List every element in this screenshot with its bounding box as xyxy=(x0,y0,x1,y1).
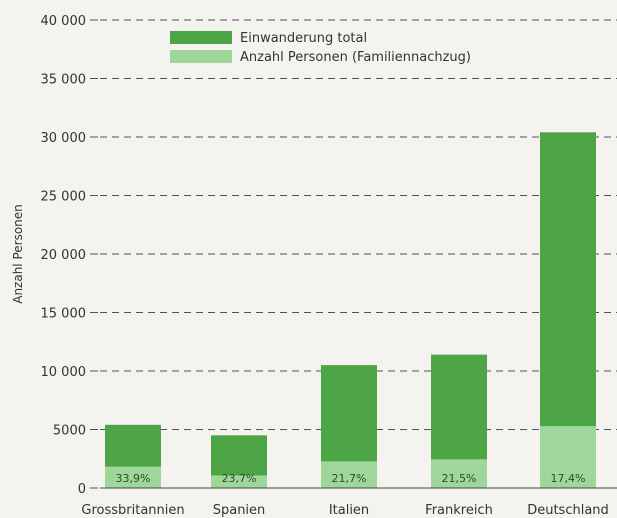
category-labels: Grossbritannien Spanien Italien Frankreich D… xyxy=(81,503,608,518)
bar-percent-label: 17,4% xyxy=(551,472,586,485)
y-tick-label: 25 000 xyxy=(41,190,87,205)
legend-label-family: Anzahl Personen (Familiennachzug) xyxy=(240,50,471,65)
category-label: Deutschland xyxy=(527,503,609,518)
y-tick-label: 5000 xyxy=(53,424,86,439)
legend-swatch-total xyxy=(170,31,232,44)
bar-percent-label: 21,5% xyxy=(442,472,477,485)
y-tick-label: 15 000 xyxy=(41,307,87,322)
category-label: Italien xyxy=(329,503,369,518)
y-tick-labels: 0 5000 10 000 15 000 20 000 25 000 30 000 35 00… xyxy=(41,14,98,497)
bars: 33,9% 23,7% 21,7% 21,5% 17,4% xyxy=(105,132,596,488)
legend: Einwanderung total Anzahl Personen (Fami… xyxy=(170,31,471,65)
y-tick-label: 20 000 xyxy=(41,248,87,263)
bar-family xyxy=(211,475,267,488)
category-label: Spanien xyxy=(213,503,266,518)
y-tick-label: 10 000 xyxy=(41,365,87,380)
bar-family xyxy=(431,459,487,488)
y-tick-label: 40 000 xyxy=(41,14,87,29)
bar-percent-label: 21,7% xyxy=(332,472,367,485)
category-label: Grossbritannien xyxy=(81,503,184,518)
bar-family xyxy=(321,461,377,488)
bar-percent-label: 33,9% xyxy=(116,472,151,485)
y-tick-label: 0 xyxy=(78,482,86,497)
y-axis-label: Anzahl Personen xyxy=(11,204,25,304)
legend-label-total: Einwanderung total xyxy=(240,31,367,46)
legend-swatch-family xyxy=(170,50,232,63)
y-tick-label: 35 000 xyxy=(41,73,87,88)
bar-family xyxy=(540,426,596,488)
y-tick-label: 30 000 xyxy=(41,131,87,146)
bar-percent-label: 23,7% xyxy=(222,472,257,485)
bar-family xyxy=(105,466,161,488)
category-label: Frankreich xyxy=(425,503,493,518)
